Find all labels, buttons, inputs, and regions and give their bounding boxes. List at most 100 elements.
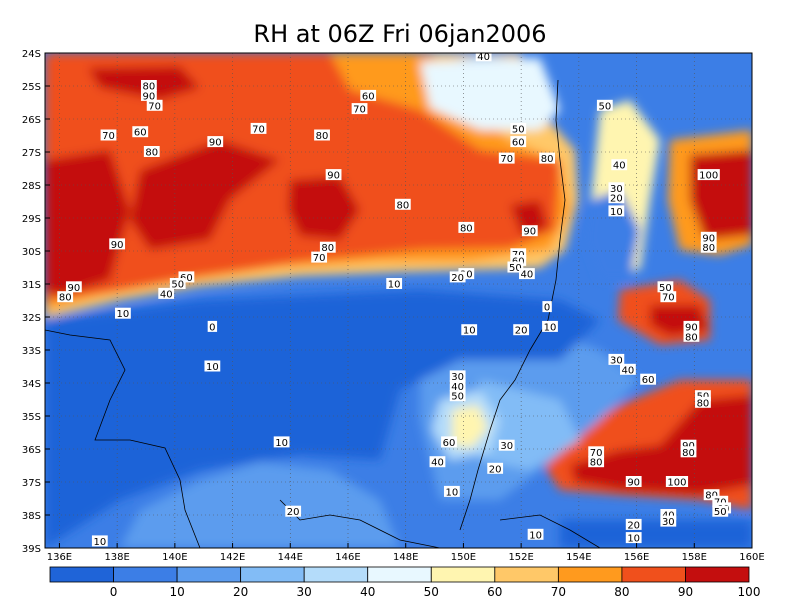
contour-label-text: 80 bbox=[321, 243, 334, 254]
contour-label-text: 60 bbox=[134, 128, 147, 139]
contour-label-box bbox=[596, 99, 613, 111]
contour-label-box bbox=[143, 146, 160, 157]
x-tick-label: 154E bbox=[566, 552, 591, 563]
contour-label-text: 50 bbox=[512, 124, 525, 135]
contour-label-box bbox=[539, 152, 556, 164]
contour-label-box bbox=[487, 462, 504, 474]
y-tick-label: 28S bbox=[22, 181, 41, 192]
contour-label-text: 90 bbox=[685, 322, 698, 333]
y-tick-label: 25S bbox=[22, 82, 41, 93]
contour-label-box bbox=[542, 301, 552, 313]
rh-region-20-southwest bbox=[120, 462, 400, 548]
colorbar-label: 40 bbox=[360, 585, 375, 599]
contour-label: 30 bbox=[458, 268, 475, 281]
contour-label-box bbox=[100, 129, 117, 141]
y-tick-label: 32S bbox=[22, 313, 41, 324]
contour-label: 80 bbox=[700, 241, 717, 254]
contour-label-box bbox=[660, 509, 677, 520]
colorbar-label: 30 bbox=[297, 585, 312, 599]
contour-label-text: 90 bbox=[702, 233, 715, 244]
contour-label: 80 bbox=[140, 80, 157, 93]
contour-label-text: 60 bbox=[512, 138, 525, 149]
y-tick-label: 38S bbox=[22, 511, 41, 522]
contour-label: 80 bbox=[458, 221, 475, 234]
contour-label-box bbox=[158, 287, 175, 299]
contour-label: 50 bbox=[507, 261, 524, 274]
contour-label-text: 80 bbox=[396, 200, 409, 211]
contour-label-box bbox=[625, 476, 642, 487]
contour-label-text: 30 bbox=[460, 270, 473, 281]
contour-label-box bbox=[140, 80, 157, 91]
contour-label: 40 bbox=[429, 456, 446, 469]
contour-label-box bbox=[498, 152, 515, 164]
contour-label-box bbox=[683, 330, 700, 342]
contour-label: 0 bbox=[542, 301, 552, 314]
x-tick-label: 138E bbox=[104, 552, 129, 563]
contour-label-box bbox=[207, 320, 218, 332]
contour-label: 20 bbox=[513, 324, 530, 337]
contour-label: 50 bbox=[596, 99, 613, 112]
contour-label-text: 70 bbox=[102, 131, 115, 142]
contour-label-box bbox=[608, 182, 625, 194]
contour-label: 90 bbox=[325, 169, 342, 182]
contour-label-box bbox=[527, 528, 544, 540]
contour-label-text: 50 bbox=[598, 101, 611, 112]
contour-label-text: 10 bbox=[627, 534, 640, 545]
colorbar-swatch bbox=[621, 566, 686, 583]
contour-label-box bbox=[660, 515, 677, 527]
contour-label-box bbox=[695, 390, 711, 402]
contour-label-text: 40 bbox=[451, 382, 464, 393]
y-axis: 24S 25S 26S 27S 28S 29S 30S 31S 32S 33S 34S 35S 36S 3… bbox=[22, 49, 50, 555]
x-tick-label: 152E bbox=[508, 552, 533, 563]
colorbar-label: 100 bbox=[738, 585, 761, 599]
contour-label: 20 bbox=[487, 462, 504, 475]
contour-label-text: 80 bbox=[59, 293, 72, 304]
contour-label-text: 50 bbox=[509, 263, 522, 274]
y-tick-label: 34S bbox=[22, 379, 41, 390]
contour-label-box bbox=[443, 485, 460, 497]
contour-label-box bbox=[640, 373, 657, 385]
contour-label: 80 bbox=[143, 146, 160, 159]
rh-region-10-bottom bbox=[560, 520, 752, 548]
contour-label: 60 bbox=[178, 271, 195, 284]
plot-frame bbox=[44, 52, 753, 549]
contour-label-box bbox=[250, 122, 267, 134]
contour-label-box bbox=[146, 99, 163, 111]
contour-label-box bbox=[625, 532, 642, 544]
contour-label-box bbox=[507, 261, 524, 273]
contour-label-box bbox=[115, 307, 131, 319]
rh-region-90-c bbox=[288, 176, 360, 240]
contour-label: 100 bbox=[665, 476, 689, 489]
contour-label: 90 bbox=[521, 225, 538, 238]
contour-label: 10 bbox=[273, 436, 290, 449]
colorbar-swatch bbox=[557, 566, 623, 583]
contour-label: 80 bbox=[539, 152, 556, 165]
contour-label: 10 bbox=[625, 532, 642, 545]
contour-label: 60 bbox=[441, 436, 457, 449]
contour-label-box bbox=[611, 159, 628, 171]
contour-label: 10 bbox=[91, 535, 108, 548]
contour-label-box bbox=[608, 205, 625, 217]
colorbar-swatch bbox=[430, 566, 496, 583]
contour-label-text: 0 bbox=[209, 322, 215, 333]
contour-label-box bbox=[461, 324, 478, 336]
contour-label-box bbox=[319, 241, 336, 253]
contour-label-box bbox=[458, 221, 475, 233]
contour-label: 40 bbox=[158, 287, 175, 300]
contour-label-text: 20 bbox=[627, 520, 640, 531]
contour-label: 10 bbox=[443, 485, 460, 498]
colorbar-swatch bbox=[303, 566, 369, 583]
contour-label-text: 30 bbox=[451, 372, 464, 383]
contour-label: 70 bbox=[498, 152, 515, 165]
contour-label: 80 bbox=[394, 198, 411, 211]
contour-label-box bbox=[449, 370, 466, 382]
contour-label-box bbox=[588, 456, 605, 468]
colorbar-swatch bbox=[367, 566, 432, 583]
contour-label-text: 30 bbox=[662, 517, 675, 528]
contour-label: 80 bbox=[703, 489, 720, 502]
contour-label-text: 60 bbox=[642, 375, 655, 386]
chart-title: RH at 06Z Fri 06jan2006 bbox=[253, 20, 546, 48]
contour-label-text: 100 bbox=[699, 171, 718, 182]
